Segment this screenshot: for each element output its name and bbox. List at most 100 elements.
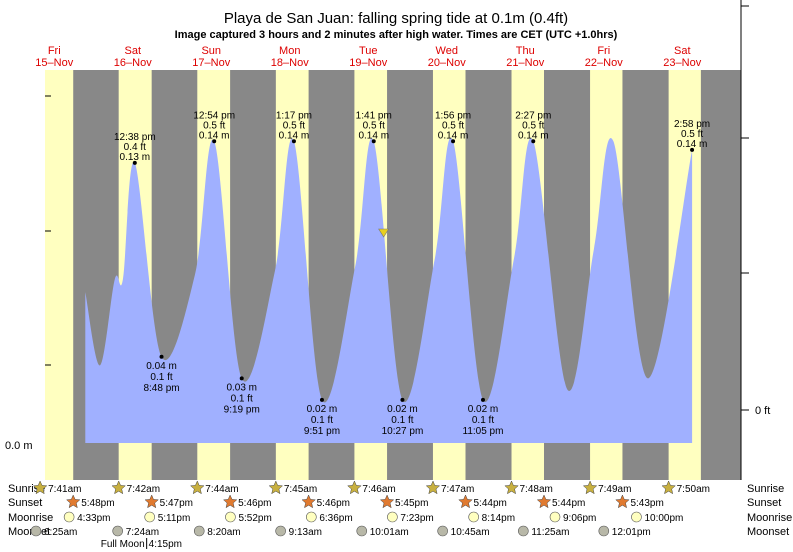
now-marker bbox=[378, 228, 390, 238]
low-tide-feet: 0.1 ft bbox=[391, 415, 413, 426]
moonrise-icon bbox=[225, 511, 236, 523]
daylight-band bbox=[45, 70, 74, 480]
sunset-icon bbox=[144, 494, 159, 509]
moonrise-time: 6:36pm bbox=[319, 513, 352, 524]
sunset-time: 5:44pm bbox=[552, 498, 585, 509]
low-tide-metres: 0.02 m bbox=[468, 404, 499, 415]
moonrise-icon bbox=[631, 511, 642, 523]
sunrise-time: 7:41am bbox=[48, 484, 81, 495]
moonrise-icon bbox=[549, 511, 561, 523]
high-tide-dot bbox=[371, 139, 376, 144]
day-name: Sat bbox=[674, 45, 691, 57]
sunrise-icon bbox=[582, 480, 598, 495]
sunrise-time: 7:47am bbox=[441, 484, 474, 495]
moonset-icon bbox=[356, 525, 368, 537]
sunrise-row-label-right: Sunrise bbox=[747, 483, 784, 495]
moonset-time: 10:45am bbox=[451, 527, 490, 538]
high-tide-metres: 0.14 m bbox=[677, 139, 708, 150]
sunrise-time: 7:44am bbox=[205, 484, 238, 495]
moonset-icon bbox=[112, 525, 124, 537]
low-tide-time: 11:05 pm bbox=[463, 426, 504, 437]
high-tide-metres: 0.13 m bbox=[120, 152, 151, 163]
moonset-icon bbox=[598, 525, 610, 537]
day-date: 20–Nov bbox=[428, 57, 466, 69]
day-date: 18–Nov bbox=[271, 57, 309, 69]
high-tide-metres: 0.14 m bbox=[199, 130, 230, 141]
sunrise-time: 7:50am bbox=[677, 484, 710, 495]
low-tide-feet: 0.1 ft bbox=[231, 393, 253, 404]
moonset-time: 10:01am bbox=[370, 527, 409, 538]
day-date: 17–Nov bbox=[192, 57, 230, 69]
low-tide-dot bbox=[319, 397, 324, 402]
sunrise-time: 7:49am bbox=[598, 484, 631, 495]
sunrise-time: 7:42am bbox=[127, 484, 160, 495]
moonrise-time: 9:06pm bbox=[563, 513, 596, 524]
day-name: Tue bbox=[359, 45, 378, 57]
moonset-icon bbox=[193, 525, 205, 537]
sunset-time: 5:48pm bbox=[81, 498, 114, 509]
moonrise-time: 10:00pm bbox=[644, 513, 683, 524]
moonrise-row-label: Moonrise bbox=[8, 512, 53, 524]
right-axis-label: 0 ft bbox=[755, 405, 770, 417]
day-name: Fri bbox=[48, 45, 61, 57]
moonrise-row-label-right: Moonrise bbox=[747, 512, 792, 524]
high-tide-dot bbox=[212, 139, 217, 144]
low-tide-feet: 0.1 ft bbox=[472, 415, 494, 426]
low-tide-metres: 0.02 m bbox=[387, 404, 418, 415]
high-tide-time: 12:54 pm bbox=[193, 110, 235, 121]
high-tide-feet: 0.5 ft bbox=[681, 129, 703, 140]
moonrise-time: 5:52pm bbox=[238, 513, 271, 524]
high-tide-dot bbox=[531, 139, 536, 144]
moonrise-icon bbox=[63, 511, 75, 523]
high-tide-dot bbox=[451, 139, 456, 144]
moonrise-time: 8:14pm bbox=[482, 513, 515, 524]
full-moon-label: Full Moon bbox=[101, 539, 145, 550]
high-tide-metres: 0.14 m bbox=[438, 130, 469, 141]
day-date: 16–Nov bbox=[114, 57, 152, 69]
day-date: 21–Nov bbox=[506, 57, 544, 69]
sunset-time: 5:44pm bbox=[474, 498, 507, 509]
low-tide-time: 8:48 pm bbox=[143, 383, 179, 394]
low-tide-dot bbox=[400, 397, 405, 402]
moonrise-time: 4:33pm bbox=[77, 513, 110, 524]
sunset-icon bbox=[379, 494, 395, 509]
sunrise-icon bbox=[661, 480, 676, 495]
tide-area bbox=[85, 137, 693, 443]
moonset-icon bbox=[275, 525, 286, 537]
high-tide-metres: 0.14 m bbox=[518, 130, 549, 141]
chart-subtitle: Image captured 3 hours and 2 minutes aft… bbox=[175, 29, 618, 41]
low-tide-time: 9:19 pm bbox=[224, 404, 260, 415]
high-tide-feet: 0.5 ft bbox=[522, 120, 544, 131]
sunset-icon bbox=[536, 494, 552, 509]
sunset-time: 5:43pm bbox=[630, 498, 663, 509]
day-date: 23–Nov bbox=[663, 57, 701, 69]
sunrise-icon bbox=[32, 480, 48, 495]
day-date: 19–Nov bbox=[349, 57, 387, 69]
moonrise-icon bbox=[387, 511, 398, 523]
high-tide-feet: 0.5 ft bbox=[442, 120, 464, 131]
high-tide-time: 1:56 pm bbox=[435, 110, 471, 121]
axes: 0.0 m 0 ft bbox=[5, 0, 770, 480]
moonset-time: 7:24am bbox=[126, 527, 159, 538]
low-tide-metres: 0.02 m bbox=[307, 404, 338, 415]
sunrise-icon bbox=[189, 480, 205, 495]
moonrise-time: 7:23pm bbox=[400, 513, 433, 524]
sunset-row-label: Sunset bbox=[8, 497, 42, 509]
high-tide-time: 1:17 pm bbox=[276, 110, 312, 121]
sunset-icon bbox=[615, 494, 630, 509]
day-name: Mon bbox=[279, 45, 300, 57]
sunset-time: 5:45pm bbox=[395, 498, 428, 509]
sunset-icon bbox=[65, 494, 81, 509]
sunset-time: 5:46pm bbox=[317, 498, 350, 509]
high-tide-time: 2:27 pm bbox=[515, 110, 551, 121]
high-tide-feet: 0.5 ft bbox=[283, 120, 305, 131]
high-tide-dot bbox=[132, 160, 137, 165]
sunset-time: 5:47pm bbox=[160, 498, 193, 509]
sunrise-icon bbox=[347, 480, 362, 495]
day-name: Sat bbox=[124, 45, 141, 57]
high-tide-metres: 0.14 m bbox=[279, 130, 310, 141]
day-date: 15–Nov bbox=[35, 57, 73, 69]
left-axis-label: 0.0 m bbox=[5, 440, 33, 452]
moonset-row-label-right: Moonset bbox=[747, 526, 789, 538]
